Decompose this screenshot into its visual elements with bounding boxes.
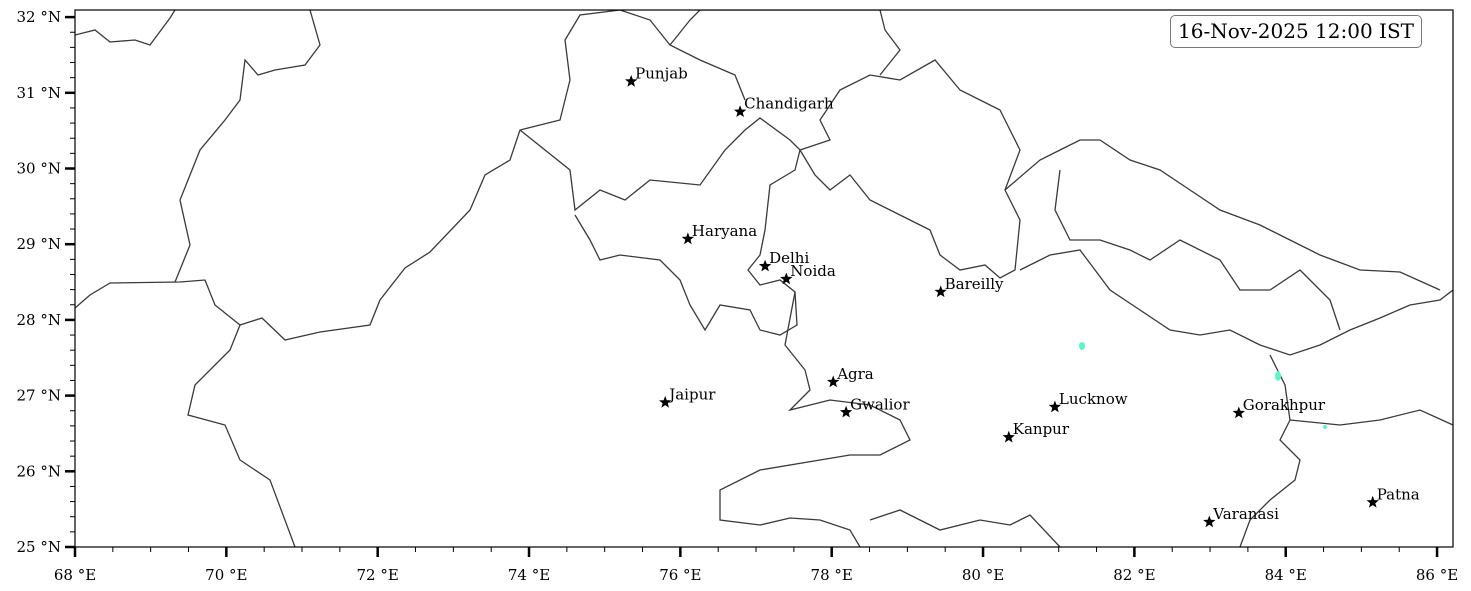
- boundary-up-west: [719, 291, 911, 547]
- x-tick-label: 84 °E: [1265, 566, 1307, 584]
- boundary-pakistan-interior: [187, 324, 296, 547]
- star-icon: [1048, 400, 1062, 413]
- boundary-province: [174, 10, 321, 283]
- city-lucknow: Lucknow: [1048, 390, 1128, 413]
- city-label: Agra: [836, 365, 874, 383]
- city-label: Haryana: [692, 222, 757, 240]
- overlay-patch: [1275, 371, 1281, 381]
- city-chandigarh: Chandigarh: [734, 95, 834, 117]
- city-label: Patna: [1377, 485, 1420, 503]
- city-label: Varanasi: [1212, 505, 1279, 523]
- y-tick-label: 30 °N: [17, 160, 61, 178]
- boundaries: [75, 10, 1453, 547]
- x-tick-label: 82 °E: [1113, 566, 1155, 584]
- city-gorakhpur: Gorakhpur: [1232, 396, 1326, 419]
- y-tick-label: 31 °N: [17, 84, 61, 102]
- city-varanasi: Varanasi: [1203, 505, 1279, 528]
- star-icon: [780, 272, 793, 285]
- boundary-pakistan-west: [75, 10, 746, 341]
- x-axis: 68 °E 70 °E 72 °E 74 °E 76 °E 78 °E 80 °E 82 °E…: [54, 547, 1458, 584]
- boundary-punjab-haryana: [519, 117, 801, 336]
- overlay-patches: [1079, 342, 1327, 429]
- y-tick-label: 29 °N: [17, 235, 61, 253]
- city-gwalior: Gwalior: [839, 395, 910, 418]
- timestamp-label: 16-Nov-2025 12:00 IST: [1170, 15, 1422, 48]
- star-icon: [1232, 406, 1245, 419]
- city-haryana: Haryana: [681, 222, 757, 245]
- y-tick-label: 32 °N: [17, 8, 61, 26]
- star-icon: [1366, 495, 1379, 508]
- city-label: Lucknow: [1059, 390, 1128, 408]
- city-bareilly: Bareilly: [934, 275, 1004, 298]
- city-label: Gorakhpur: [1243, 396, 1326, 414]
- overlay-patch: [1079, 342, 1085, 350]
- star-icon: [758, 259, 772, 272]
- star-icon: [659, 395, 672, 408]
- y-tick-label: 26 °N: [17, 462, 61, 480]
- star-icon: [1002, 430, 1015, 443]
- city-delhi: Delhi: [758, 249, 809, 272]
- map-frame: [74, 9, 1454, 548]
- x-tick-label: 80 °E: [962, 566, 1004, 584]
- city-label: Chandigarh: [744, 95, 834, 113]
- x-tick-label: 86 °E: [1416, 566, 1458, 584]
- boundary-uttarakhand: [799, 59, 1021, 279]
- city-label: Kanpur: [1013, 420, 1070, 438]
- y-tick-label: 28 °N: [17, 311, 61, 329]
- boundary-hp: [669, 10, 901, 76]
- y-tick-label: 25 °N: [17, 538, 61, 556]
- boundary-up-south: [869, 509, 1061, 547]
- x-tick-label: 68 °E: [54, 566, 96, 584]
- city-label: Bareilly: [945, 275, 1004, 293]
- boundary-nepal-north: [1004, 139, 1441, 291]
- star-icon: [734, 105, 747, 117]
- boundary-nepal-zones: [1054, 169, 1341, 331]
- city-patna: Patna: [1366, 485, 1420, 508]
- boundary-bihar-north: [1289, 409, 1453, 426]
- x-tick-label: 74 °E: [508, 566, 550, 584]
- y-axis: 25 °N 26 °N 27 °N 28 °N 29 °N 30 °N 31 °N 32 °N: [17, 8, 75, 556]
- star-icon: [681, 232, 695, 245]
- city-label: Jaipur: [667, 385, 716, 403]
- city-kanpur: Kanpur: [1002, 420, 1070, 443]
- star-icon: [1203, 515, 1216, 528]
- star-icon: [839, 405, 853, 418]
- boundary-up-bihar: [1239, 354, 1301, 547]
- y-tick-label: 27 °N: [17, 387, 61, 405]
- city-noida: Noida: [780, 262, 836, 285]
- star-icon: [827, 375, 840, 388]
- star-icon: [625, 74, 638, 87]
- city-label: Punjab: [635, 64, 688, 82]
- city-agra: Agra: [827, 365, 874, 388]
- boundary-pakistan-north: [75, 10, 176, 46]
- city-label: Delhi: [769, 249, 809, 267]
- star-icon: [934, 285, 947, 298]
- x-tick-label: 76 °E: [659, 566, 701, 584]
- city-label: Gwalior: [850, 395, 910, 413]
- city-punjab: Punjab: [625, 64, 688, 87]
- city-label: Noida: [790, 262, 836, 280]
- city-jaipur: Jaipur: [659, 385, 716, 408]
- x-tick-label: 70 °E: [205, 566, 247, 584]
- x-tick-label: 72 °E: [357, 566, 399, 584]
- overlay-patch: [1323, 425, 1327, 429]
- x-tick-label: 78 °E: [811, 566, 853, 584]
- boundary-nepal: [1019, 249, 1453, 356]
